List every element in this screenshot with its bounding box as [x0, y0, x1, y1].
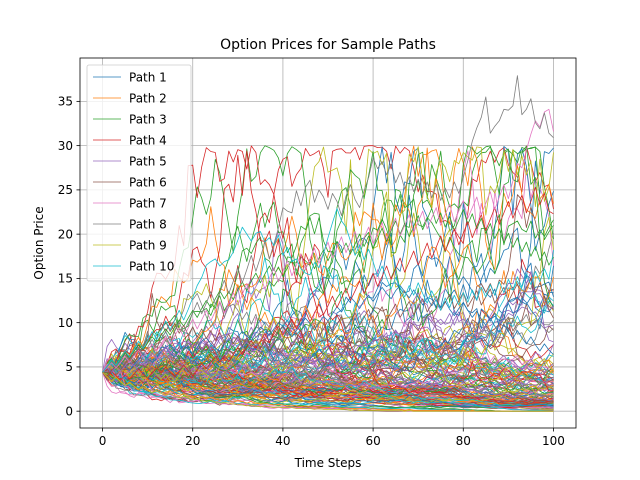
background-path [102, 366, 554, 403]
y-tick-label: 20 [58, 227, 73, 241]
background-path [102, 368, 554, 403]
named-paths [102, 75, 554, 412]
legend: Path 1 Path 2 Path 3 Path 4 Path 5 Path 6 Path… [86, 64, 192, 282]
background-path [102, 145, 554, 391]
background-path [102, 317, 554, 390]
background-path [102, 352, 554, 397]
series-line-path-8 [102, 75, 554, 373]
background-path [102, 366, 554, 403]
x-tick-label: 80 [456, 434, 471, 448]
background-path [102, 345, 554, 397]
background-path [102, 150, 554, 394]
x-axis-ticks: 0 20 40 60 80 100 [99, 428, 565, 448]
background-path [102, 293, 554, 401]
background-path [102, 303, 554, 376]
y-axis-ticks: 0 5 10 15 20 25 30 35 [58, 95, 80, 418]
series-line-path-3 [102, 208, 554, 373]
x-tick-label: 100 [542, 434, 565, 448]
series-line-path-9 [102, 371, 554, 412]
legend-label: Path 6 [129, 175, 167, 189]
background-path [102, 370, 554, 406]
y-tick-label: 15 [58, 272, 73, 286]
background-path [102, 342, 554, 393]
legend-label: Path 3 [129, 112, 167, 126]
y-tick-label: 30 [58, 139, 73, 153]
series-line-path-4 [102, 186, 554, 381]
background-path [102, 370, 554, 405]
series-line-path-7 [102, 108, 554, 373]
x-axis-label: Time Steps [294, 456, 362, 470]
series-line-path-10 [102, 208, 554, 373]
legend-label: Path 7 [129, 196, 167, 210]
legend-label: Path 4 [129, 133, 167, 147]
y-tick-label: 5 [65, 360, 73, 374]
legend-label: Path 8 [129, 217, 167, 231]
y-tick-label: 35 [58, 95, 73, 109]
background-path [102, 352, 554, 393]
background-path [102, 145, 554, 373]
plot-frame [79, 57, 577, 429]
x-tick-label: 0 [99, 434, 107, 448]
y-tick-label: 10 [58, 316, 73, 330]
background-path [102, 339, 554, 387]
background-path [102, 353, 554, 402]
background-path [102, 355, 554, 402]
background-path [102, 371, 554, 412]
background-path [102, 358, 554, 388]
background-path [102, 318, 554, 383]
background-path [102, 146, 554, 384]
y-tick-label: 25 [58, 183, 73, 197]
legend-label: Path 5 [129, 154, 167, 168]
legend-label: Path 9 [129, 238, 167, 252]
y-tick-label: 0 [65, 404, 73, 418]
chart-title: Option Prices for Sample Paths [220, 37, 436, 53]
x-tick-label: 20 [185, 434, 200, 448]
legend-label: Path 10 [129, 259, 174, 273]
background-path [102, 256, 554, 377]
legend-label: Path 1 [129, 70, 167, 84]
series-line-path-5 [102, 335, 554, 401]
background-path [102, 349, 554, 401]
y-axis-label: Option Price [32, 206, 46, 279]
x-tick-label: 40 [275, 434, 290, 448]
legend-label: Path 2 [129, 91, 167, 105]
background-path [102, 189, 554, 383]
x-tick-label: 60 [365, 434, 380, 448]
